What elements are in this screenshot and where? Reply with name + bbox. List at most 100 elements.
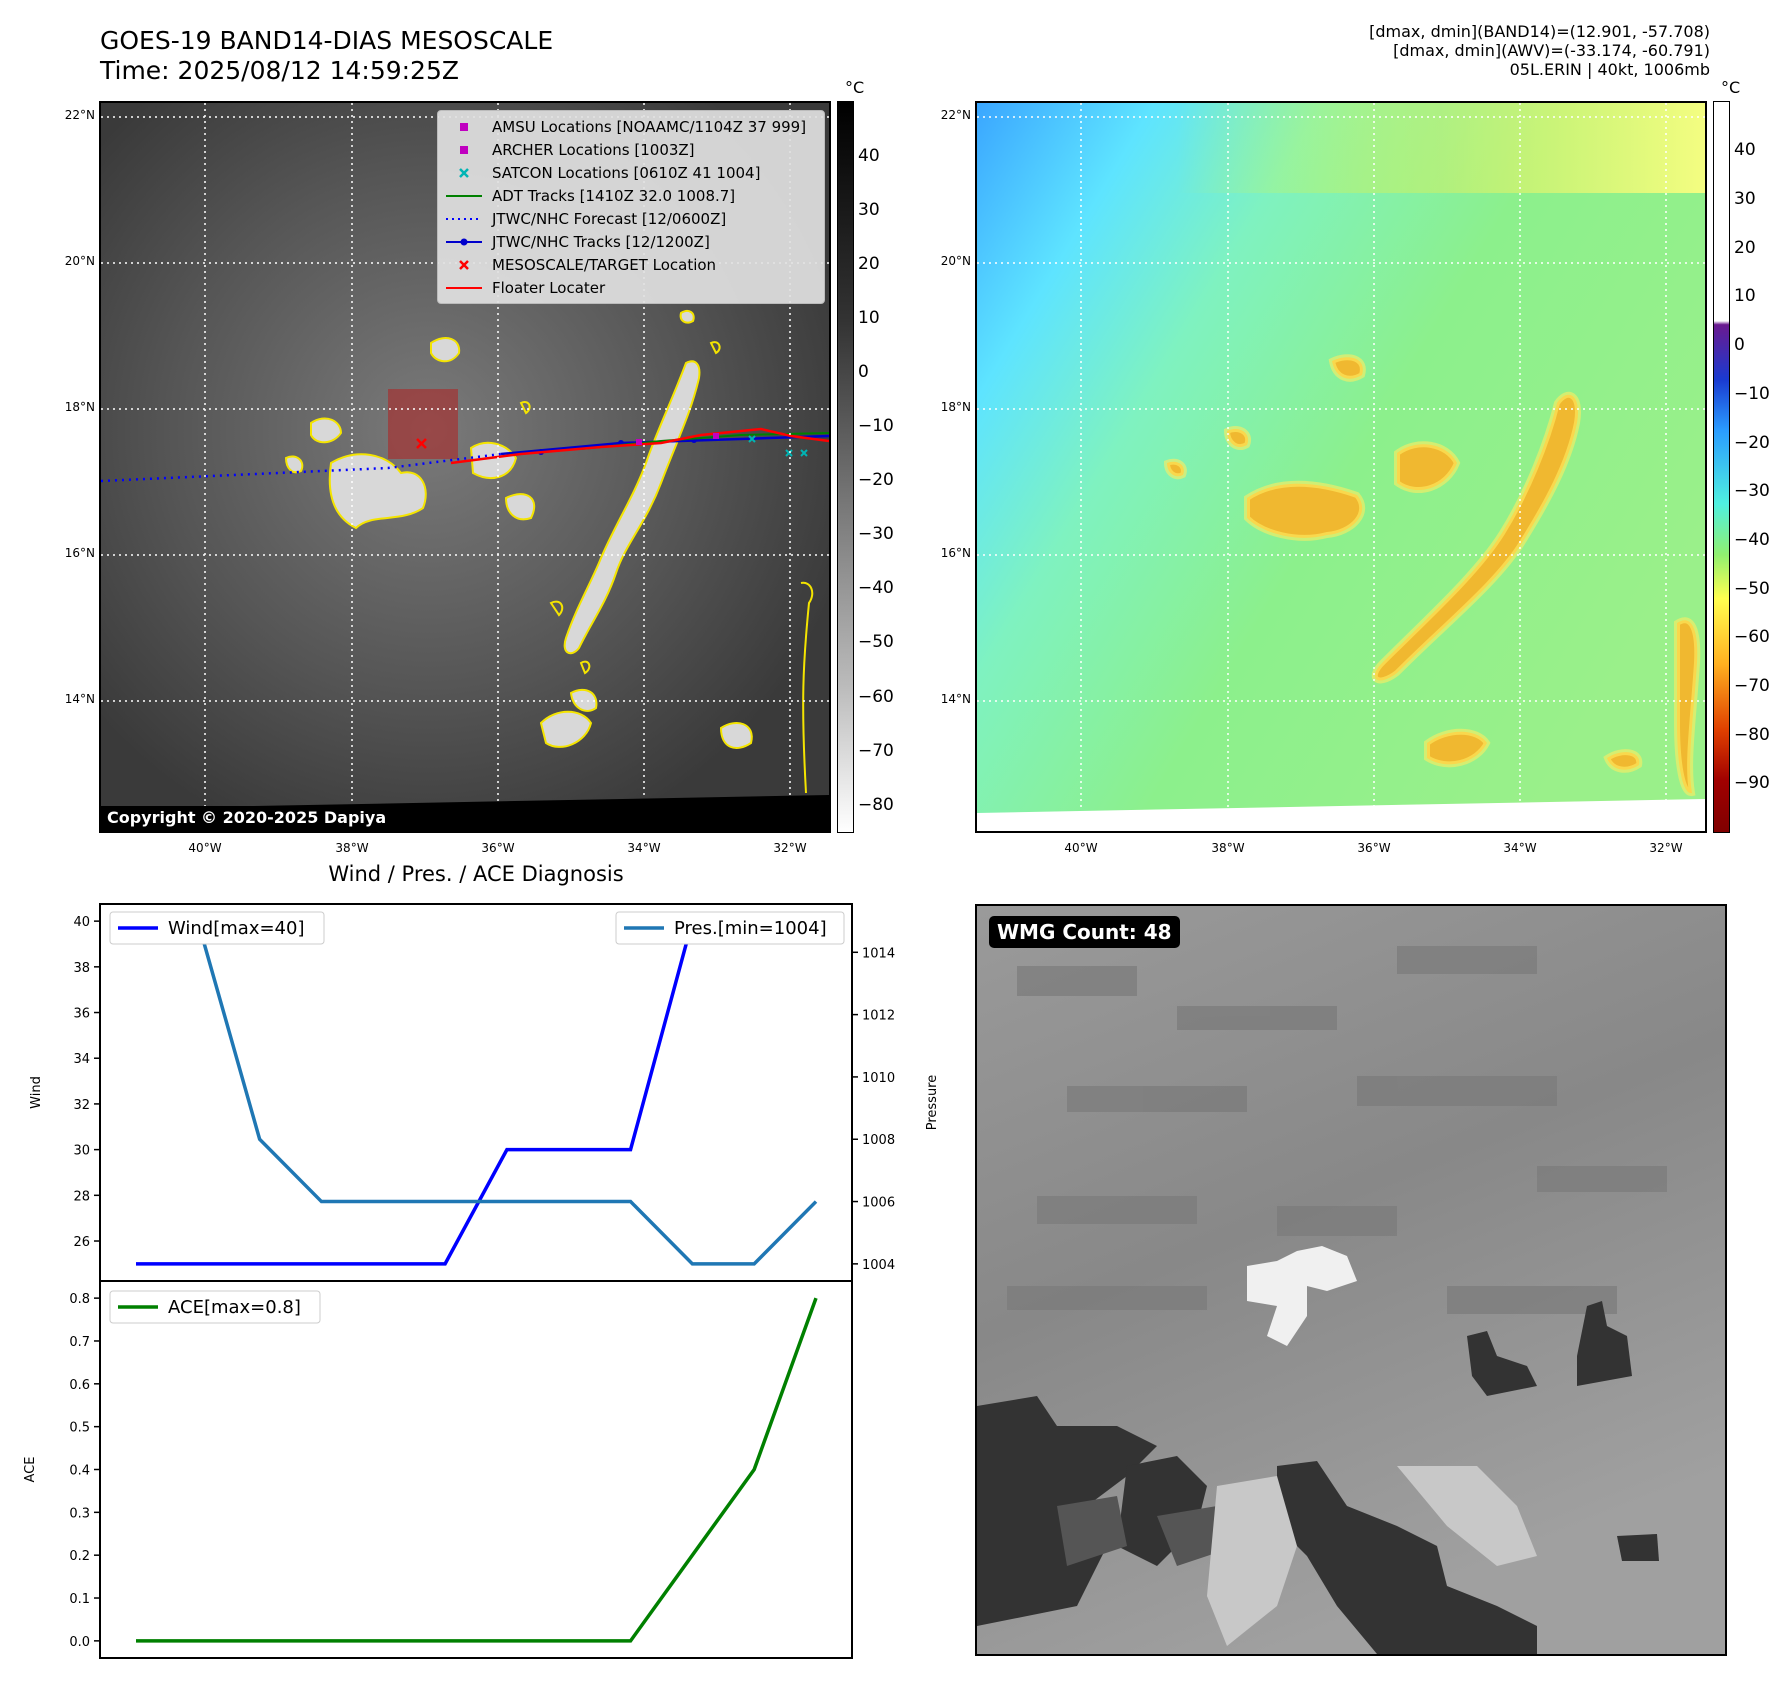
convective-cluster	[430, 337, 461, 363]
meta-line-3: 05L.ERIN | 40kt, 1006mb	[1509, 60, 1710, 79]
wmg-warm-patch	[1247, 1246, 1357, 1346]
mesoscale-target-marker	[416, 438, 427, 449]
satcon-marker	[800, 449, 808, 457]
ace-series-line	[136, 1297, 818, 1643]
moisture-cluster	[1244, 480, 1366, 541]
y-tick-label: 36	[73, 1007, 90, 1022]
y-tick-label: 26	[73, 1235, 90, 1250]
y-right-tick-label: 1004	[862, 1258, 895, 1273]
edge-cell	[800, 581, 814, 794]
legend-entry: JTWC/NHC Forecast [12/0600Z]	[438, 207, 824, 230]
convective-band	[563, 360, 701, 655]
awv-map-panel	[975, 101, 1707, 833]
ir-colorbar	[837, 101, 854, 833]
lat-tick-label: 14°N	[64, 692, 95, 706]
wmg-cold-patch	[1577, 1301, 1632, 1386]
colorbar-tick: 40	[1734, 140, 1756, 160]
legend-label: MESOSCALE/TARGET Location	[492, 255, 717, 274]
legend-label: ARCHER Locations [1003Z]	[492, 140, 695, 159]
y-tick-label: 0.1	[69, 1592, 90, 1607]
moisture-cluster	[1674, 617, 1701, 796]
satcon-marker	[785, 449, 793, 457]
wmg-count-label: WMG Count: 48	[989, 916, 1180, 948]
wmg-panel: WMG Count: 48	[975, 904, 1727, 1656]
colorbar-tick: −20	[858, 470, 894, 490]
convective-cluster	[328, 453, 427, 530]
copyright-label: Copyright © 2020-2025 Dapiya	[101, 806, 393, 829]
wmg-cold-patch	[1277, 1461, 1537, 1654]
title-line-2: Time: 2025/08/12 14:59:25Z	[100, 56, 459, 85]
legend-symbol	[446, 238, 482, 245]
colorbar-tick: −20	[1734, 433, 1770, 453]
colorbar-tick: −30	[858, 524, 894, 544]
lon-tick-label: 36°W	[481, 841, 515, 855]
small-cell	[709, 341, 721, 355]
ir-map-panel: AMSU Locations [NOAAMC/1104Z 37 999] ARCH…	[99, 101, 831, 833]
colorbar-tick: 10	[858, 308, 880, 328]
lon-tick-label: 34°W	[627, 841, 661, 855]
moisture-cluster	[1394, 441, 1461, 494]
diagnosis-title: Wind / Pres. / ACE Diagnosis	[328, 862, 624, 886]
meta-line-2: [dmax, dmin](AWV)=(-33.174, -60.791)	[1393, 41, 1710, 60]
lon-tick-label: 36°W	[1357, 841, 1391, 855]
legend-entry: ARCHER Locations [1003Z]	[438, 138, 824, 161]
legend-symbol	[446, 194, 482, 197]
colorbar-tick: 0	[858, 362, 869, 382]
y-right-tick-label: 1010	[862, 1071, 895, 1086]
convective-cluster	[504, 493, 536, 521]
convective-cluster	[719, 722, 753, 749]
colorbar-tick: −10	[1734, 384, 1770, 404]
wind-plot-frame	[99, 903, 853, 1282]
legend-entry: MESOSCALE/TARGET Location	[438, 253, 824, 276]
lon-tick-label: 34°W	[1503, 841, 1537, 855]
mesoscale-target-box	[388, 389, 458, 459]
wmg-cold-patch	[1617, 1534, 1659, 1561]
y-right-tick-label: 1012	[862, 1009, 895, 1024]
satcon-marker	[748, 435, 756, 443]
wmg-image	[977, 906, 1725, 1654]
y-right-tick-label: 1006	[862, 1196, 895, 1211]
legend-entry: JTWC/NHC Tracks [12/1200Z]	[438, 230, 824, 253]
lon-tick-label: 40°W	[1064, 841, 1098, 855]
metadata-block: [dmax, dmin](BAND14)=(12.901, -57.708) […	[1369, 22, 1710, 79]
map-legend: AMSU Locations [NOAAMC/1104Z 37 999] ARCH…	[437, 110, 825, 304]
legend-symbol	[459, 259, 469, 270]
convective-cluster	[284, 455, 304, 474]
moisture-band	[1371, 391, 1581, 684]
y-right-axis-label: Pressure	[925, 1075, 940, 1131]
colorbar-tick: −90	[1734, 773, 1770, 793]
legend-symbol	[460, 122, 468, 131]
archer-marker	[636, 439, 642, 445]
awv-map-image	[977, 103, 1705, 831]
y-tick-label: 0.8	[69, 1292, 90, 1307]
legend-symbol	[446, 217, 482, 220]
amsu-marker	[713, 433, 719, 439]
colorbar-tick: −60	[858, 687, 894, 707]
colorbar-tick: −70	[1734, 676, 1770, 696]
moisture-cluster	[1328, 354, 1366, 382]
lat-tick-label: 18°N	[64, 400, 95, 414]
legend-symbol	[446, 286, 482, 289]
legend-label: SATCON Locations [0610Z 41 1004]	[492, 163, 761, 182]
legend-symbol	[460, 145, 468, 154]
colorbar-tick: −40	[858, 578, 894, 598]
colorbar-tick: −50	[1734, 579, 1770, 599]
moisture-cluster	[1424, 728, 1491, 768]
legend-entry: SATCON Locations [0610Z 41 1004]	[438, 161, 824, 184]
lon-tick-label: 40°W	[188, 841, 222, 855]
colorbar-tick: 30	[1734, 189, 1756, 209]
legend-label: AMSU Locations [NOAAMC/1104Z 37 999]	[492, 117, 807, 136]
y-right-tick-label: 1014	[862, 946, 895, 961]
colorbar-tick: 0	[1734, 335, 1745, 355]
y-tick-label: 0.5	[69, 1421, 90, 1436]
diagnosis-chart: 26 28 30 32 34 36 38 40 1004 1006 1008 1010 1012 1014…	[23, 903, 940, 1659]
small-cell	[579, 660, 591, 675]
meta-line-1: [dmax, dmin](BAND14)=(12.901, -57.708)	[1369, 22, 1710, 41]
colorbar-tick: −80	[1734, 725, 1770, 745]
lat-tick-label: 16°N	[64, 546, 95, 560]
y-tick-label: 0.2	[69, 1549, 90, 1564]
small-cell	[549, 600, 564, 617]
chart-legend	[109, 1290, 321, 1324]
legend-entry: Floater Locater	[438, 276, 824, 299]
lat-tick-label: 18°N	[940, 400, 971, 414]
